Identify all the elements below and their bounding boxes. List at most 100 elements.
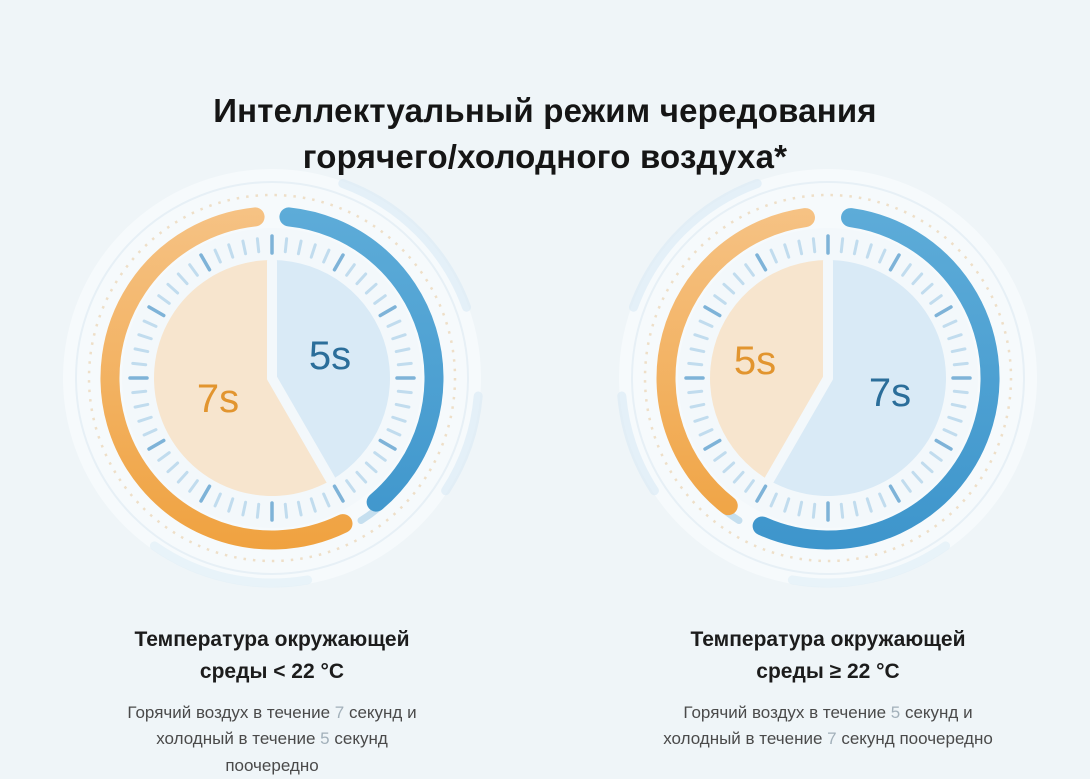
dial-tick (332, 484, 345, 503)
dial-tick (199, 484, 212, 503)
cold-air-arc (279, 207, 444, 512)
dial-tick (394, 402, 411, 409)
dial-tick (934, 438, 953, 451)
dial-tick (241, 239, 248, 256)
dial-tick (689, 347, 706, 354)
duration-number: 7 (334, 703, 345, 722)
dial-tick (309, 497, 317, 513)
hot-duration-label: 7s (197, 377, 239, 421)
hot-air-arc (100, 207, 353, 550)
dial-tick (952, 389, 969, 395)
dial-tick (322, 492, 331, 508)
dial-tick (911, 470, 924, 484)
dial-cold-ambient: 7s 5s (52, 158, 492, 598)
dial-tick (942, 428, 958, 437)
dial-tick (378, 438, 397, 451)
sector-divider (267, 373, 336, 485)
dial-tick (687, 361, 704, 367)
dial-tick (901, 263, 912, 277)
dial-tick (713, 294, 727, 305)
dial-tick (689, 402, 706, 409)
duration-number: 7 (827, 729, 837, 749)
dial-tick (687, 389, 704, 395)
dial-tick (744, 263, 755, 277)
cold-duration-label: 5s (309, 334, 351, 378)
dial-tick (322, 248, 331, 264)
decorative-ring (75, 181, 469, 575)
dial-tick (213, 492, 222, 508)
decorative-ring (631, 181, 1025, 575)
dial-tick (878, 492, 887, 508)
dial-tick (755, 253, 768, 272)
dial-tick (147, 305, 166, 318)
dial-tick (227, 497, 235, 513)
dial-tick (355, 470, 368, 484)
dial-tick (783, 243, 791, 259)
dial-tick (345, 263, 356, 277)
dial-tick (147, 438, 166, 451)
dial-tick (865, 497, 873, 513)
dial-tick (865, 243, 873, 259)
dial-tick (942, 319, 958, 328)
decorative-arc (787, 541, 951, 588)
dial-tick (373, 294, 387, 305)
dial-tick (283, 237, 289, 254)
dial-tick (386, 319, 402, 328)
dial-tick (852, 500, 859, 517)
dial-tick (744, 479, 755, 493)
dial-tick (396, 389, 413, 395)
dial-tick (176, 470, 189, 484)
cold-air-arc (752, 208, 1000, 550)
dial-tick (811, 237, 817, 254)
dial-tick (296, 239, 303, 256)
dial-tick (386, 428, 402, 437)
dial-tick (227, 243, 235, 259)
dial-tick (391, 415, 407, 423)
dial-tick (309, 243, 317, 259)
dial-tick (255, 237, 261, 254)
dial-tick (839, 502, 845, 519)
dial-tick (929, 294, 943, 305)
dial-tick (391, 333, 407, 341)
hot-air-sector (153, 259, 331, 497)
decorative-arc (441, 391, 483, 496)
dial-tick (188, 263, 199, 277)
cold-duration-label: 7s (869, 371, 911, 415)
dial-tick (732, 272, 745, 286)
dial-tick (355, 272, 368, 286)
hot-air-arc (656, 208, 815, 516)
panel-heading: Температура окружающей среды ≥ 22 °C (690, 628, 966, 683)
dial-tick (722, 461, 736, 474)
dial-tick (137, 415, 153, 423)
dial-tick (364, 282, 378, 295)
dial-tick (188, 479, 199, 493)
dial-graphic-cold-ambient: 7s 5s (63, 169, 483, 588)
dial-tick (364, 461, 378, 474)
dial-tick (394, 347, 411, 354)
dial-tick (255, 502, 261, 519)
dial-tick (888, 484, 901, 503)
dial-tick (396, 361, 413, 367)
duration-number: 5 (890, 703, 901, 722)
dial-tick (345, 479, 356, 493)
cold-air-sector (769, 260, 947, 496)
dial-tick (133, 402, 150, 409)
dial-tick (137, 333, 153, 341)
dial-tick (769, 492, 778, 508)
dial-tick (693, 333, 709, 341)
dial-tick (378, 305, 397, 318)
dial-tick (952, 361, 969, 367)
dial-tick (920, 461, 934, 474)
panel-heading: Температура окружающей среды < 22 °C (134, 628, 410, 683)
dial-tick (929, 451, 943, 462)
dial-tick (950, 347, 967, 354)
panel-cold-ambient: 7s 5s Температура окружающей среды < 22 °… (52, 158, 492, 779)
dial-tick (878, 248, 887, 264)
dial-tick (797, 500, 804, 517)
dial-tick (142, 319, 158, 328)
dial-tick (722, 282, 736, 295)
dial-tick (901, 479, 912, 493)
dial-tick (213, 248, 222, 264)
dial-tick (888, 253, 901, 272)
